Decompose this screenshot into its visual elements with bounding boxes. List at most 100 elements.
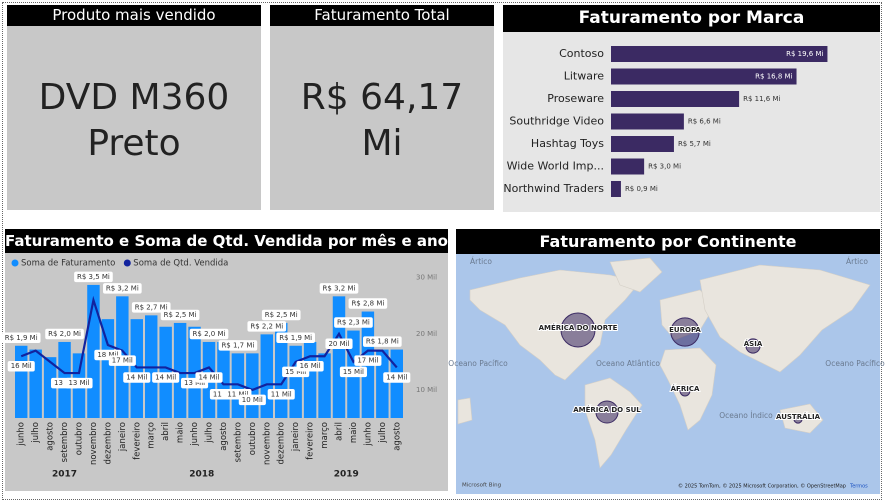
data-label: R$ 1,9 Mi [1,332,41,344]
category-label: Southridge Video [509,115,604,128]
map-logo: Microsoft Bing [462,483,501,489]
x-tick-label: julho [378,422,388,444]
map-label: Oceano Pacífico [825,359,885,368]
data-label: R$ 2,0 Mi [189,328,229,340]
data-label: 16 Mil [7,360,35,372]
bar [611,158,645,175]
card: Produto mais vendido DVD M360 Preto [7,5,261,210]
bar [43,357,57,418]
bar [390,349,403,418]
map-land [457,257,871,469]
data-label-text: 15 Mil [285,368,306,376]
x-tick-label: abril [335,422,345,441]
label-box [339,366,367,378]
data-label: 20 Mil [325,338,353,350]
bubble-label: AMÉRICA DO SUL [573,405,641,414]
value-label: R$ 3,0 Mi [648,163,681,171]
x-tick-label: dezembro [277,422,287,465]
data-label: R$ 3,5 Mi [74,271,113,283]
label-box [152,372,180,383]
x-tick-label: novembro [262,422,272,465]
data-label: 17 Mil [108,355,136,366]
data-label: 16 Mil [296,360,324,372]
data-label: R$ 2,5 Mi [160,309,200,321]
bubble [670,317,700,347]
label-box [7,360,35,372]
bar [611,136,674,152]
x-tick-label: agosto [392,422,402,451]
bar [376,349,389,418]
x-group-label: 2017 [52,470,77,480]
x-tick-label: junho [190,422,200,447]
data-label-text: 16 Mil [11,362,32,370]
map-label: Ártico [470,257,492,266]
data-label-text: R$ 1,7 Mi [221,341,254,349]
data-label-text: 20 Mil [328,340,349,348]
data-label-text: R$ 1,8 Mi [366,338,399,346]
label-box [160,309,200,321]
x-tick-label: março [320,422,330,449]
label-box [267,389,295,400]
data-label-text: 11 Mil [227,390,248,398]
data-label-text: R$ 3,5 Mi [77,273,110,281]
category-label: Northwind Traders [503,182,604,195]
data-label-text: R$ 2,8 Mi [351,300,384,308]
x-tick-label: agosto [219,422,229,451]
data-label-text: 13 Mil [68,379,89,387]
bubble-label: AMÉRICA DO NORTE [539,323,618,332]
bar [332,296,346,418]
data-label: R$ 1,8 Mi [363,336,402,347]
map-terms[interactable]: Termos [849,484,868,490]
y2-tick-label: 20 Mil [416,330,437,338]
x-tick-label: fevereiro [132,422,142,460]
data-label: 15 Mil [339,366,367,378]
label-box [218,340,258,351]
data-label: R$ 2,3 Mi [334,317,373,328]
label-box [74,271,113,283]
land [699,264,871,373]
bar [29,349,42,418]
legend-label: Soma de Qtd. Vendida [133,259,228,269]
data-label-text: R$ 1,9 Mi [5,334,38,342]
bar [260,334,273,418]
x-group-label: 2019 [334,470,359,480]
category-label: Wide World Imp... [507,160,604,173]
land [609,257,663,293]
label-box [108,355,136,366]
label-box [354,355,382,366]
data-label-text: R$ 2,7 Mi [135,303,168,311]
data-label: 14 Mil [383,372,411,383]
x-tick-label: janeiro [291,422,301,452]
data-label-text: 14 Mil [126,373,147,381]
data-label: 13 Mil [65,377,93,389]
bar [303,341,317,418]
bubble [793,414,803,424]
label-box [325,338,353,350]
data-label-text: 11 Mil [213,390,234,398]
category-label: Proseware [547,92,604,105]
bar [289,345,302,418]
label-box [123,372,151,383]
x-tick-label: setembro [60,422,70,462]
map-attribution: © 2025 TomTom, © 2025 Microsoft Corporat… [678,483,846,490]
data-label-text: 10 Mil [242,396,263,404]
data-label-text: R$ 2,0 Mi [193,330,226,338]
map-label: Ártico [846,257,868,266]
data-label: 11 Mil [267,389,295,400]
data-label-text: R$ 3,2 Mi [106,284,139,292]
data-label-text: 11 Mil [271,390,292,398]
label-box [247,321,287,332]
category-label: Contoso [559,47,604,60]
data-label: R$ 2,8 Mi [348,298,388,309]
category-label: Litware [564,70,605,83]
category-label: Hashtag Toys [531,137,604,150]
bar [611,46,828,62]
chart-title: Faturamento e Soma de Qtd. Vendida por m… [5,229,448,253]
x-tick-label: dezembro [103,422,113,465]
card-value: DVD M360 Preto [38,76,230,164]
bar [101,319,115,418]
bar [173,322,187,418]
x-tick-label: maio [176,422,186,443]
